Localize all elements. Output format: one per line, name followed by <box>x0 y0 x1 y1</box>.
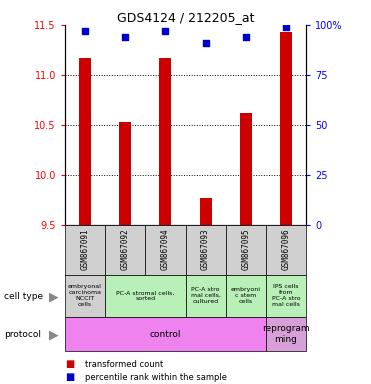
Bar <box>266 275 306 317</box>
Point <box>283 24 289 30</box>
Bar <box>65 225 105 275</box>
Bar <box>186 275 226 317</box>
Bar <box>145 225 186 275</box>
Bar <box>105 225 145 275</box>
Bar <box>240 113 252 225</box>
Point <box>82 28 88 34</box>
Text: GSM867092: GSM867092 <box>121 229 130 270</box>
Text: transformed count: transformed count <box>85 359 164 369</box>
Bar <box>186 225 226 275</box>
Bar <box>65 275 105 317</box>
Bar <box>266 225 306 275</box>
Text: ▶: ▶ <box>49 328 59 341</box>
Bar <box>160 58 171 225</box>
Text: GSM867095: GSM867095 <box>241 229 250 270</box>
Bar <box>226 275 266 317</box>
Text: cell type: cell type <box>4 292 43 301</box>
Bar <box>266 317 306 351</box>
Text: percentile rank within the sample: percentile rank within the sample <box>85 372 227 382</box>
Text: embryoni
c stem
cells: embryoni c stem cells <box>231 287 261 304</box>
Text: GSM867094: GSM867094 <box>161 229 170 270</box>
Bar <box>226 225 266 275</box>
Title: GDS4124 / 212205_at: GDS4124 / 212205_at <box>117 11 254 24</box>
Point <box>122 34 128 40</box>
Bar <box>105 275 186 317</box>
Text: GSM867096: GSM867096 <box>282 229 290 270</box>
Text: protocol: protocol <box>4 330 41 339</box>
Text: control: control <box>150 329 181 339</box>
Text: PC-A stromal cells,
sorted: PC-A stromal cells, sorted <box>116 290 174 301</box>
Text: reprogram
ming: reprogram ming <box>262 324 310 344</box>
Bar <box>119 122 131 225</box>
Text: ■: ■ <box>65 372 74 382</box>
Bar <box>79 58 91 225</box>
Text: GSM867091: GSM867091 <box>81 229 89 270</box>
Bar <box>200 198 211 225</box>
Text: GSM867093: GSM867093 <box>201 229 210 270</box>
Text: ▶: ▶ <box>49 290 59 303</box>
Text: IPS cells
from
PC-A stro
mal cells: IPS cells from PC-A stro mal cells <box>272 285 300 307</box>
Point <box>162 28 168 34</box>
Point <box>243 34 249 40</box>
Text: PC-A stro
mal cells,
cultured: PC-A stro mal cells, cultured <box>191 287 220 304</box>
Text: ■: ■ <box>65 359 74 369</box>
Point <box>203 40 209 46</box>
Bar <box>65 317 266 351</box>
Bar <box>280 32 292 225</box>
Text: embryonal
carcinoma
NCCIT
cells: embryonal carcinoma NCCIT cells <box>68 285 102 307</box>
